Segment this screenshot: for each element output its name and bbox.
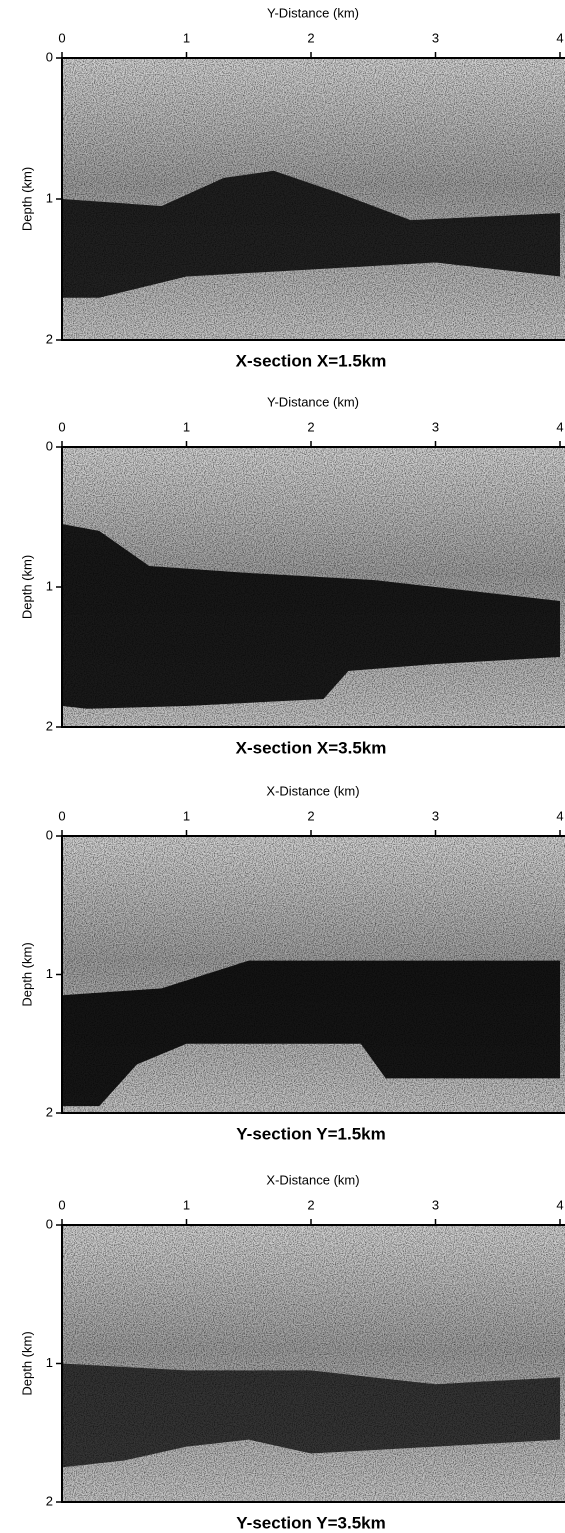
x-tick-label: 3 <box>432 419 439 434</box>
x-tick-label: 4 <box>556 808 563 823</box>
y-tick-label: 1 <box>46 966 53 981</box>
x-tick-label: 4 <box>556 419 563 434</box>
x-tick-label: 3 <box>432 1197 439 1212</box>
image-grain <box>62 58 565 340</box>
x-tick-label: 0 <box>58 1197 65 1212</box>
x-axis-label: Y-Distance (km) <box>267 5 359 20</box>
y-tick-label: 1 <box>46 1355 53 1370</box>
x-tick-label: 2 <box>307 1197 314 1212</box>
image-grain <box>62 1225 565 1502</box>
panel: Y-Distance (km) Depth (km) X-section X=3.5… <box>19 394 565 757</box>
y-tick-label: 0 <box>46 438 53 453</box>
x-tick-label: 0 <box>58 419 65 434</box>
x-tick-label: 4 <box>556 1197 563 1212</box>
x-tick-label: 0 <box>58 30 65 45</box>
x-axis-label: X-Distance (km) <box>266 783 359 798</box>
y-tick-label: 2 <box>46 331 53 346</box>
image-grain <box>62 447 565 727</box>
y-tick-label: 2 <box>46 1104 53 1119</box>
panel-caption: X-section X=3.5km <box>236 738 387 757</box>
x-tick-label: 1 <box>183 1197 190 1212</box>
y-tick-label: 0 <box>46 49 53 64</box>
x-axis-label: X-Distance (km) <box>266 1172 359 1187</box>
y-tick-label: 0 <box>46 1216 53 1231</box>
y-tick-label: 2 <box>46 1493 53 1508</box>
panel: X-Distance (km) Depth (km) Y-section Y=3.5… <box>19 1172 565 1532</box>
y-axis-label: Depth (km) <box>19 942 34 1006</box>
y-tick-label: 2 <box>46 718 53 733</box>
x-tick-label: 0 <box>58 808 65 823</box>
y-tick-label: 1 <box>46 190 53 205</box>
y-axis-label: Depth (km) <box>19 1331 34 1395</box>
panel: X-Distance (km) Depth (km) Y-section Y=1.5… <box>19 783 565 1143</box>
x-tick-label: 3 <box>432 808 439 823</box>
x-tick-label: 2 <box>307 30 314 45</box>
y-tick-label: 1 <box>46 578 53 593</box>
x-tick-label: 1 <box>183 30 190 45</box>
x-tick-label: 3 <box>432 30 439 45</box>
x-tick-label: 2 <box>307 808 314 823</box>
x-axis-label: Y-Distance (km) <box>267 394 359 409</box>
x-tick-label: 4 <box>556 30 563 45</box>
panel-caption: X-section X=1.5km <box>236 351 387 370</box>
panel: Y-Distance (km) Depth (km) X-section X=1.5… <box>19 5 565 370</box>
x-tick-label: 2 <box>307 419 314 434</box>
y-axis-label: Depth (km) <box>19 167 34 231</box>
panel-caption: Y-section Y=1.5km <box>236 1124 385 1143</box>
y-axis-label: Depth (km) <box>19 555 34 619</box>
panel-caption: Y-section Y=3.5km <box>236 1513 385 1532</box>
x-tick-label: 1 <box>183 419 190 434</box>
y-tick-label: 0 <box>46 827 53 842</box>
x-tick-label: 1 <box>183 808 190 823</box>
image-grain <box>62 836 565 1113</box>
